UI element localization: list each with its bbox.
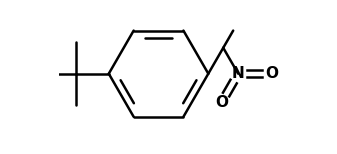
Text: N: N [232, 66, 245, 81]
Text: O: O [215, 95, 228, 110]
Text: O: O [265, 66, 278, 81]
